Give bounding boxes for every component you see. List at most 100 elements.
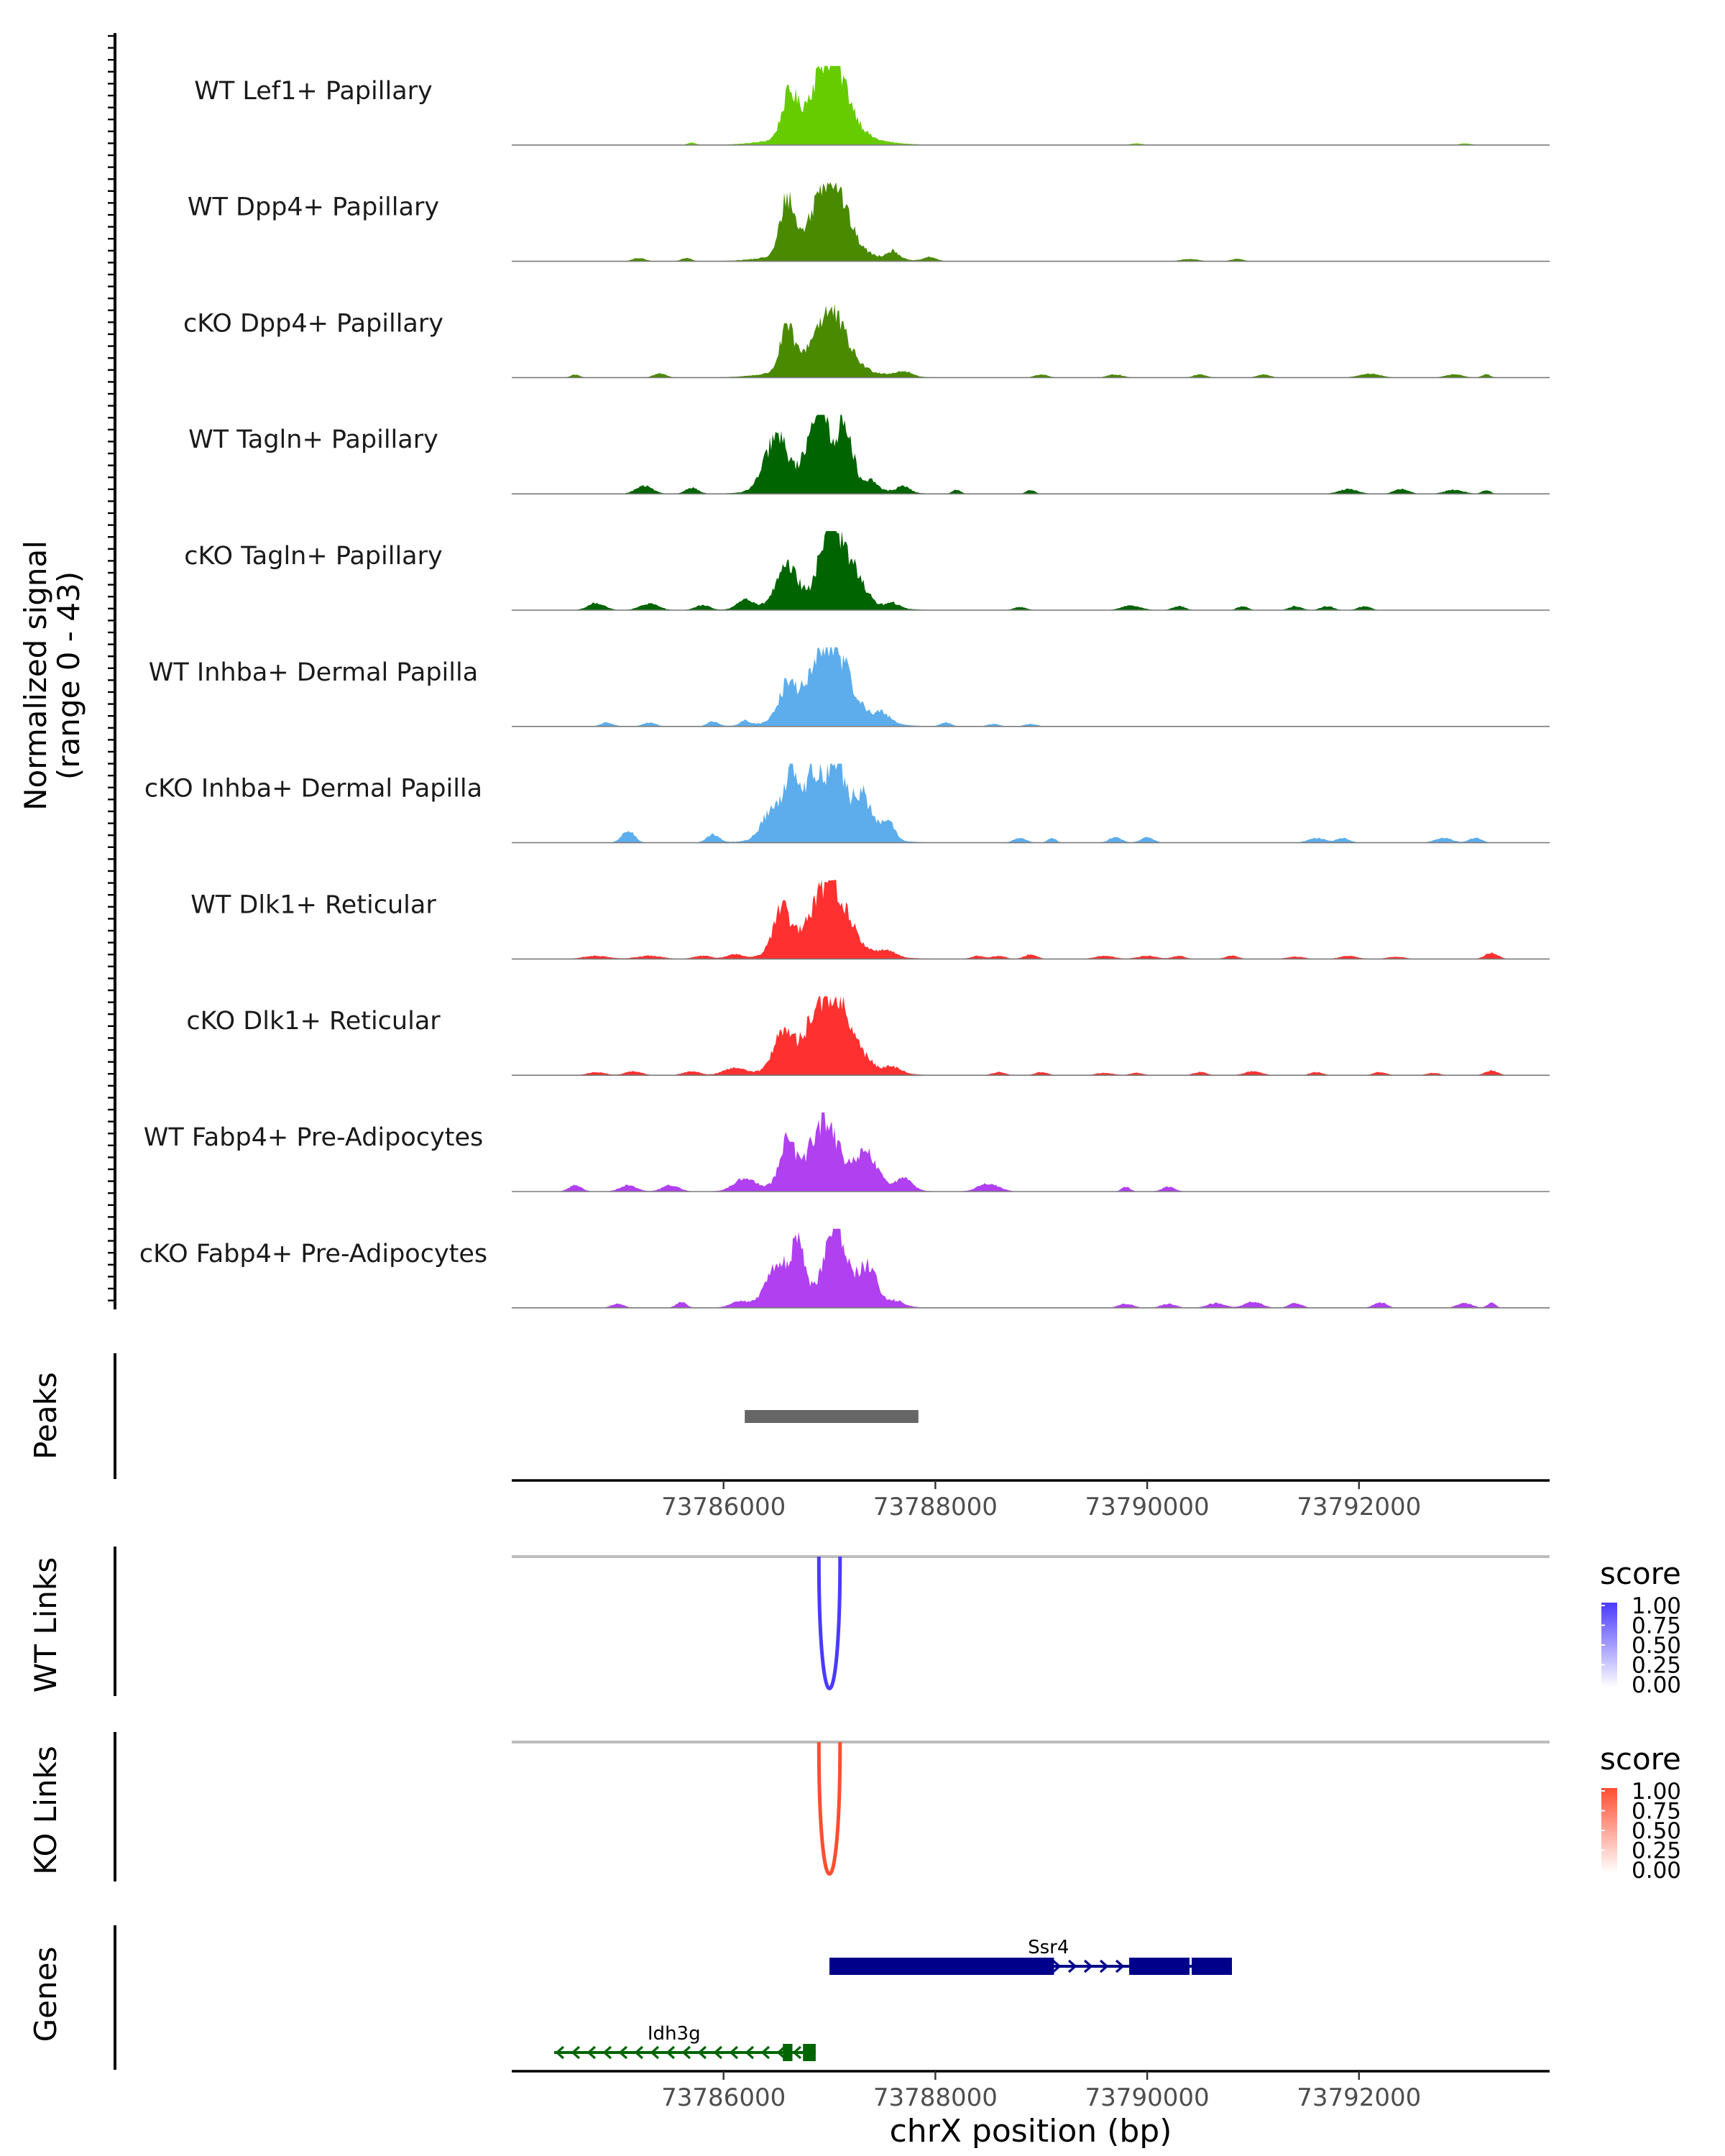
track-label: WT Fabp4+ Pre-Adipocytes (144, 1123, 483, 1152)
strand-arrow (1052, 1959, 1062, 1973)
gene-model: Ssr4 (829, 1937, 1232, 1975)
link-arc (816, 1741, 842, 1876)
position-tick-label: 73786000 (661, 1493, 786, 1521)
strand-arrow (729, 2045, 739, 2060)
links-title: KO Links (28, 1746, 63, 1875)
legend-tick-label: 1.00 (1632, 1779, 1681, 1805)
genes-title: Genes (28, 1947, 63, 2042)
track-label: cKO Dlk1+ Reticular (186, 1007, 441, 1036)
gene-exon (1129, 1958, 1190, 1975)
track-label: WT Dlk1+ Reticular (190, 890, 436, 919)
strand-arrow (792, 2045, 802, 2060)
legend-tick-label: 0.25 (1632, 1838, 1681, 1864)
strand-arrow (713, 2045, 723, 2060)
position-tick-label: 73790000 (1085, 1493, 1210, 1521)
strand-arrow (1099, 1959, 1109, 1973)
link-arc (816, 1556, 842, 1690)
coverage-area (512, 996, 1550, 1076)
track-label: cKO Tagln+ Papillary (184, 542, 443, 571)
peak-region (745, 1410, 919, 1423)
strand-arrow (602, 2045, 612, 2060)
position-axis-upper: 73786000 73788000 73790000 73792000 (512, 1479, 1550, 1521)
gene-exon (1192, 1958, 1232, 1975)
coverage-track: WT Fabp4+ Pre-Adipocytes (144, 1112, 1550, 1192)
strand-arrow (586, 2045, 597, 2060)
coverage-track: cKO Dlk1+ Reticular (186, 996, 1550, 1076)
links-title: WT Links (28, 1557, 63, 1692)
legend-tick-label: 0.50 (1632, 1818, 1681, 1844)
strand-arrow (634, 2045, 644, 2060)
strand-arrow (776, 2045, 786, 2060)
position-tick-label: 73790000 (1085, 2083, 1210, 2112)
strand-arrow (1067, 1959, 1077, 1973)
gene-exon (829, 1958, 1054, 1975)
coverage-area (512, 763, 1550, 843)
strand-arrow (666, 2045, 676, 2060)
gene-model: Idh3g (553, 2023, 816, 2061)
position-tick-label: 73788000 (873, 1493, 998, 1521)
coverage-track: WT Tagln+ Papillary (188, 415, 1550, 495)
coverage-area (512, 880, 1550, 959)
coverage-area (512, 1228, 1550, 1308)
coverage-track: cKO Dpp4+ Papillary (183, 304, 1550, 379)
legend-colorbar (1601, 1603, 1617, 1687)
position-tick-label: 73786000 (661, 2083, 786, 2112)
peaks-title: Peaks (28, 1372, 63, 1460)
position-axis-lower: 73786000 73788000 73790000 73792000 chrX pos… (512, 2070, 1550, 2150)
position-tick-label: 73792000 (1297, 2083, 1421, 2112)
coverage-panel: Normalized signal(range 0 - 43) WT Lef1+ … (18, 33, 1550, 1309)
peaks-panel: Peaks (28, 1353, 919, 1479)
position-axis-title: chrX position (bp) (890, 2113, 1172, 2150)
legend-colorbar (1601, 1788, 1617, 1873)
position-tick-label: 73788000 (873, 2083, 998, 2112)
signal-axis-title-line2: (range 0 - 43) (51, 571, 86, 780)
legend-tick-label: 1.00 (1632, 1593, 1681, 1619)
track-label: cKO Dpp4+ Papillary (183, 309, 443, 338)
track-label: WT Inhba+ Dermal Papilla (149, 658, 478, 687)
strand-arrow (650, 2045, 660, 2060)
strand-arrow (697, 2045, 707, 2060)
legend-title: score (1600, 1741, 1681, 1777)
coverage-track: WT Dlk1+ Reticular (190, 880, 1550, 960)
track-label: WT Dpp4+ Papillary (188, 193, 439, 222)
coverage-track: cKO Tagln+ Papillary (184, 531, 1550, 611)
strand-arrow (618, 2045, 628, 2060)
legend-tick-label: 0.00 (1632, 1858, 1681, 1884)
legend-tick-label: 0.75 (1632, 1799, 1681, 1825)
coverage-track: cKO Inhba+ Dermal Papilla (144, 763, 1550, 844)
strand-arrow (555, 2045, 565, 2060)
track-label: WT Lef1+ Papillary (194, 77, 433, 106)
legend-tick-label: 0.75 (1632, 1613, 1681, 1639)
coverage-track: WT Inhba+ Dermal Papilla (149, 647, 1550, 727)
track-label: WT Tagln+ Papillary (188, 425, 438, 454)
position-tick-label: 73792000 (1297, 1493, 1421, 1521)
strand-arrow (1115, 1959, 1125, 1973)
coverage-track: cKO Fabp4+ Pre-Adipocytes (139, 1228, 1550, 1309)
coverage-track: WT Lef1+ Papillary (194, 65, 1550, 146)
strand-arrow (745, 2045, 755, 2060)
coverage-area (512, 415, 1550, 494)
legend-tick-label: 0.25 (1632, 1653, 1681, 1679)
coverage-track: WT Dpp4+ Papillary (188, 182, 1550, 262)
gene-exon (783, 2044, 793, 2061)
legend-tick-label: 0.00 (1632, 1672, 1681, 1698)
gene-label: Ssr4 (1028, 1937, 1069, 1958)
track-label: cKO Fabp4+ Pre-Adipocytes (139, 1240, 487, 1268)
legend-title: score (1600, 1556, 1681, 1591)
strand-arrow (1083, 1959, 1093, 1973)
legend-tick-label: 0.50 (1632, 1633, 1681, 1659)
signal-axis-title-line1: Normalized signal (18, 540, 53, 811)
genes-panel: Genes Ssr4 Idh3g (28, 1925, 1232, 2070)
strand-arrow (760, 2045, 770, 2060)
strand-arrow (681, 2045, 691, 2060)
signal-axis-title: Normalized signal(range 0 - 43) (18, 540, 86, 811)
strand-arrow (571, 2045, 581, 2060)
gene-exon (803, 2044, 816, 2061)
gene-label: Idh3g (648, 2023, 701, 2045)
